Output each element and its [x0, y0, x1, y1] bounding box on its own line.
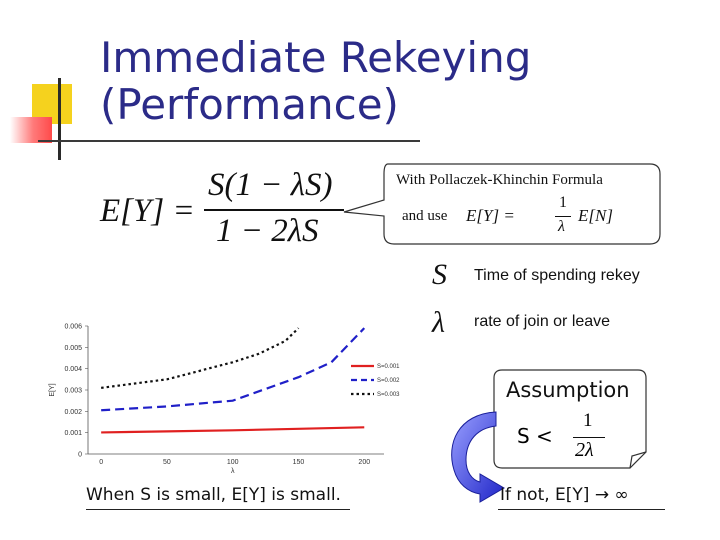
chart-x-tick-label: 100	[227, 459, 239, 466]
assumption-lhs: S <	[517, 424, 553, 448]
assumption-denominator: 2λ	[575, 439, 594, 461]
callout-formula-numerator: 1	[559, 194, 567, 211]
callout-formula-rhs: E[N]	[578, 206, 613, 225]
assumption-box	[493, 369, 647, 469]
title-line-2: (Performance)	[100, 80, 399, 129]
caption-left-underline	[86, 509, 350, 510]
performance-chart: 0 0.001 0.002 0.003 0.004 0.005 0.006 0 50 100 150…	[49, 324, 400, 476]
caption-right-underline	[498, 509, 665, 510]
decor-horizontal-line	[38, 140, 420, 142]
chart-x-tick-label: 200	[358, 459, 370, 466]
chart-y-tick-label: 0.003	[64, 388, 82, 395]
decor-vertical-line	[58, 78, 61, 160]
decor-red-bar	[10, 117, 52, 143]
chart-legend-label: S=0.002	[377, 378, 400, 384]
main-formula: E[Y] = S(1 − λS) 1 − 2λS	[100, 165, 360, 255]
definition-symbol-lambda: λ	[432, 306, 445, 339]
definition-symbol-s: S	[432, 258, 447, 291]
definition-text-lambda: rate of join or leave	[474, 313, 611, 330]
chart-x-axis-label: λ	[231, 468, 235, 475]
slide-title: Immediate Rekeying (Performance)	[100, 34, 531, 128]
main-formula-lhs: E[Y] =	[100, 193, 195, 229]
callout-line-2: and use	[402, 208, 448, 224]
chart-legend-label: S=0.003	[377, 392, 400, 398]
curved-arrow-icon	[451, 411, 505, 503]
chart-y-tick-label: 0	[78, 452, 82, 459]
chart-y-tick-label: 0.004	[64, 366, 82, 373]
definition-text-s: Time of spending rekey	[474, 267, 640, 284]
callout-bubble	[343, 163, 661, 245]
chart-series-line-S=0.003	[101, 327, 300, 389]
title-line-1: Immediate Rekeying	[100, 33, 532, 82]
chart-y-axis-label: E[Y]	[49, 383, 56, 396]
caption-right: If not, E[Y] → ∞	[500, 485, 629, 505]
main-formula-numerator: S(1 − λS)	[208, 167, 333, 203]
assumption-label: Assumption	[506, 378, 630, 402]
callout-line-1: With Pollaczek-Khinchin Formula	[396, 172, 603, 188]
assumption-numerator: 1	[583, 410, 593, 431]
callout-formula-lhs: E[Y] =	[466, 206, 515, 225]
chart-y-tick-label: 0.006	[64, 324, 82, 331]
chart-legend-label: S=0.001	[377, 364, 400, 370]
chart-y-tick-label: 0.001	[64, 430, 82, 437]
chart-series-line-S=0.002	[101, 327, 366, 412]
chart-series-line-S=0.001	[101, 426, 365, 434]
chart-x-tick-label: 50	[163, 459, 171, 466]
chart-x-tick-label: 150	[293, 459, 305, 466]
chart-y-tick-label: 0.005	[64, 345, 82, 352]
callout-formula-denominator: λ	[558, 218, 565, 235]
main-formula-fraction-bar	[204, 209, 344, 211]
assumption-formula: S < 1 2λ	[517, 410, 617, 466]
chart-y-tick-label: 0.002	[64, 409, 82, 416]
chart-x-tick-label: 0	[99, 459, 103, 466]
callout-formula: E[Y] = 1 λ E[N]	[466, 194, 641, 244]
assumption-fraction-bar	[573, 437, 605, 438]
main-formula-denominator: 1 − 2λS	[216, 213, 319, 249]
callout-formula-fraction-bar	[555, 216, 571, 217]
caption-left: When S is small, E[Y] is small.	[86, 485, 341, 505]
